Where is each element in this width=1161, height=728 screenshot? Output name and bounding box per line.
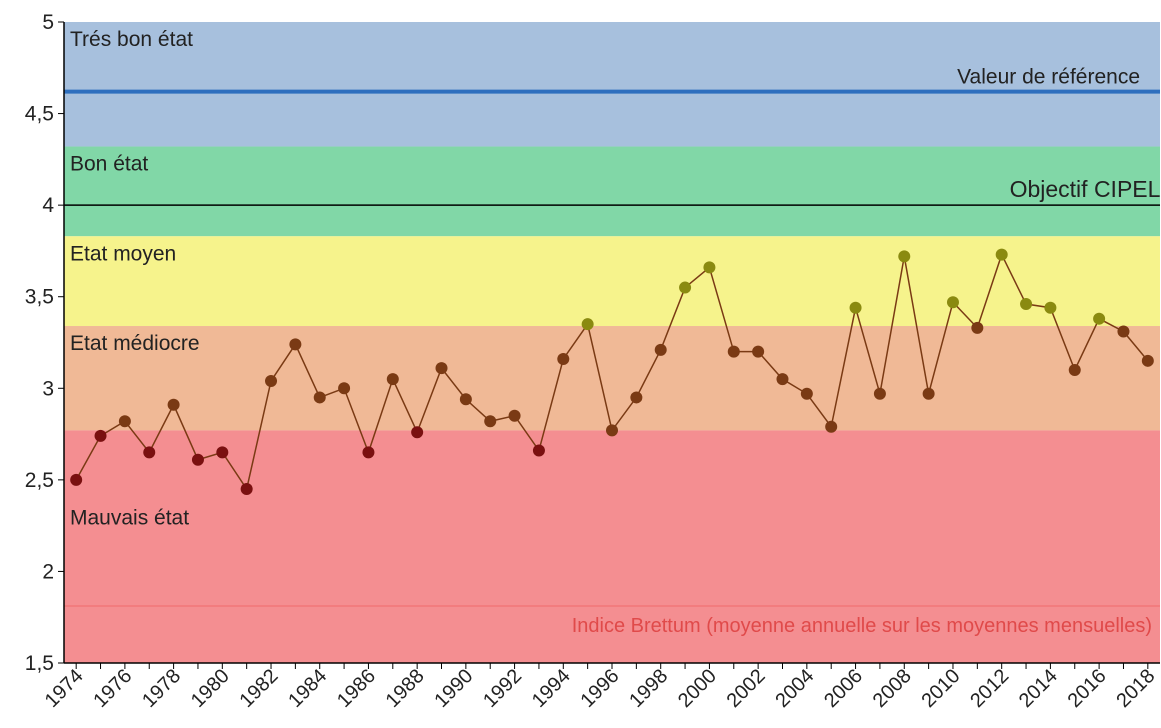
band — [64, 146, 1160, 237]
x-tick-label: 1976 — [89, 665, 136, 712]
x-tick-label: 1990 — [430, 665, 477, 712]
y-tick-label: 2 — [42, 560, 54, 583]
data-point — [898, 250, 911, 263]
data-point — [679, 281, 692, 294]
y-tick-label: 2,5 — [25, 469, 54, 492]
band — [64, 430, 1160, 663]
band-label: Trés bon état — [70, 28, 193, 51]
data-point — [386, 373, 399, 386]
x-tick-label: 2004 — [771, 665, 818, 712]
data-point — [752, 345, 765, 358]
data-point — [703, 261, 716, 274]
data-point — [532, 444, 545, 457]
data-point — [459, 393, 472, 406]
x-tick-label: 1992 — [479, 665, 526, 712]
legend-label: Indice Brettum (moyenne annuelle sur les… — [572, 615, 1152, 637]
x-tick-label: 2000 — [674, 665, 721, 712]
y-tick-label: 3,5 — [25, 286, 54, 309]
data-point — [289, 338, 302, 351]
data-point — [557, 352, 570, 365]
data-point — [94, 429, 107, 442]
band — [64, 326, 1160, 431]
data-point — [411, 426, 424, 439]
data-point — [240, 483, 253, 496]
data-point — [800, 387, 813, 400]
x-tick-label: 1980 — [187, 665, 234, 712]
x-tick-label: 1988 — [382, 665, 429, 712]
data-point — [995, 248, 1008, 261]
x-tick-label: 2018 — [1112, 665, 1159, 712]
x-tick-label: 2008 — [869, 665, 916, 712]
data-point — [362, 446, 375, 459]
x-tick-label: 1994 — [528, 665, 575, 712]
band — [64, 22, 1160, 147]
data-point — [873, 387, 886, 400]
y-tick-label: 5 — [42, 11, 54, 34]
x-tick-label: 2006 — [820, 665, 867, 712]
band-label: Etat moyen — [70, 242, 176, 265]
data-point — [776, 373, 789, 386]
data-point — [727, 345, 740, 358]
x-tick-label: 2012 — [966, 665, 1013, 712]
data-point — [70, 473, 83, 486]
x-tick-label: 1982 — [236, 665, 283, 712]
band-label: Mauvais état — [70, 506, 189, 529]
data-point — [606, 424, 618, 437]
data-point — [1068, 363, 1081, 376]
reference-label: Valeur de référence — [957, 66, 1140, 89]
data-point — [630, 391, 643, 404]
data-point — [1117, 325, 1130, 338]
band — [64, 236, 1160, 327]
data-point — [167, 398, 180, 411]
y-tick-label: 3 — [42, 377, 54, 400]
x-tick-label: 1998 — [625, 665, 672, 712]
y-tick-label: 4,5 — [25, 103, 54, 126]
data-point — [946, 296, 959, 309]
x-tick-label: 2010 — [917, 665, 964, 712]
data-point — [581, 318, 594, 331]
data-point — [484, 415, 497, 428]
data-point — [435, 362, 448, 375]
data-point — [191, 453, 204, 466]
band-label: Etat médiocre — [70, 332, 200, 355]
x-tick-label: 1984 — [284, 665, 331, 712]
data-point — [1093, 312, 1106, 325]
band-label: Bon état — [70, 153, 148, 176]
x-tick-label: 1978 — [138, 665, 185, 712]
data-point — [1044, 301, 1057, 314]
data-point — [143, 446, 156, 459]
data-point — [849, 301, 862, 314]
data-point — [654, 343, 667, 356]
data-point — [971, 321, 984, 334]
y-tick-label: 4 — [42, 194, 54, 217]
data-point — [1020, 298, 1033, 311]
data-point — [338, 382, 351, 395]
data-point — [216, 446, 229, 459]
y-tick-label: 1,5 — [25, 652, 54, 675]
reference-label: Objectif CIPEL — [1010, 176, 1161, 202]
data-point — [313, 391, 326, 404]
x-tick-label: 1996 — [577, 665, 624, 712]
data-point — [118, 415, 131, 428]
data-point — [508, 409, 521, 422]
data-point — [922, 387, 935, 400]
x-tick-label: 2016 — [1064, 665, 1111, 712]
x-tick-label: 2002 — [723, 665, 770, 712]
data-point — [1141, 354, 1154, 367]
x-tick-label: 1986 — [333, 665, 380, 712]
x-tick-label: 2014 — [1015, 665, 1062, 712]
data-point — [825, 420, 838, 433]
data-point — [265, 374, 278, 387]
